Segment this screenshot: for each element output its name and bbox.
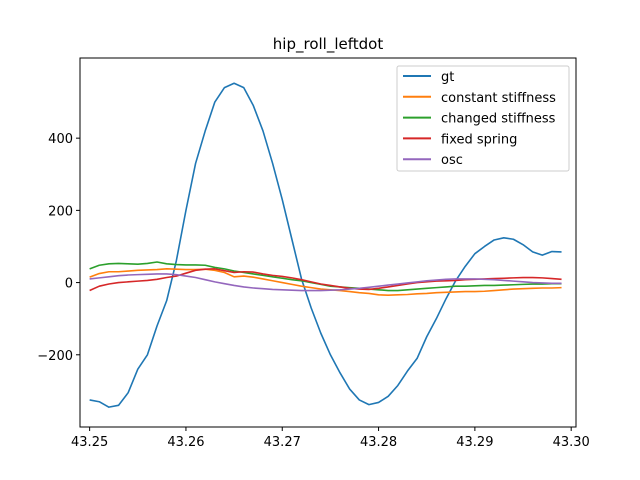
x-tick-label: 43.27 — [264, 435, 301, 450]
x-tick-label: 43.28 — [360, 435, 397, 450]
series-line-1 — [89, 268, 562, 297]
y-tick-label: 400 — [48, 132, 73, 147]
y-axis: −200 0 200 400 — [37, 132, 80, 364]
x-axis: 43.25 43.26 43.27 43.28 43.29 43.30 — [71, 427, 590, 450]
legend-label-2: changed stiffness — [441, 112, 556, 127]
legend: gt constant stiffness changed stiffness fix… — [396, 65, 570, 172]
y-tick-label: 0 — [65, 277, 73, 292]
plot-area — [89, 82, 562, 408]
legend-label-3: fixed spring — [441, 132, 517, 147]
legend-label-1: constant stiffness — [441, 91, 556, 106]
x-tick-label: 43.30 — [553, 435, 590, 450]
y-tick-label: −200 — [37, 349, 73, 364]
x-tick-label: 43.26 — [167, 435, 204, 450]
legend-label-0: gt — [441, 70, 454, 85]
legend-label-4: osc — [441, 153, 463, 168]
series-line-0 — [89, 82, 562, 408]
x-tick-label: 43.29 — [456, 435, 493, 450]
series-line-4 — [89, 273, 562, 292]
axes-frame — [79, 57, 577, 428]
chart-title: hip_roll_leftdot — [273, 35, 384, 54]
legend-box — [396, 65, 570, 172]
series-line-2 — [89, 261, 562, 292]
y-tick-label: 200 — [48, 204, 73, 219]
x-tick-label: 43.25 — [71, 435, 108, 450]
